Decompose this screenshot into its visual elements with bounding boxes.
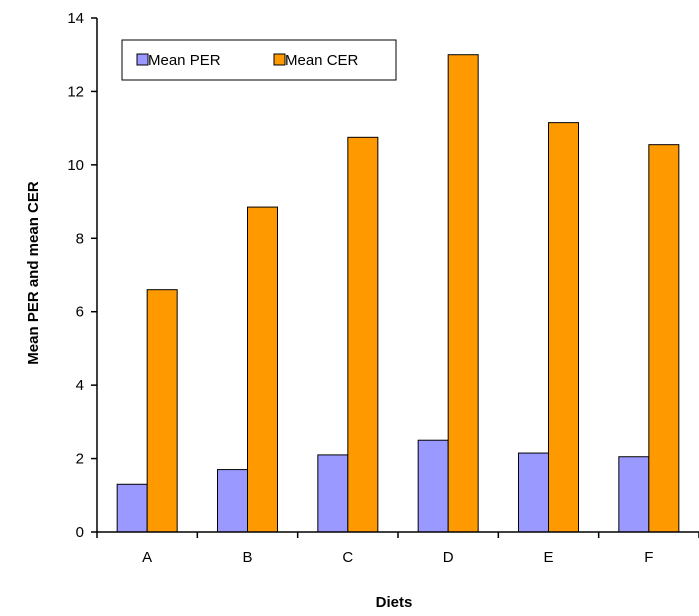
y-tick-label: 4 <box>76 377 84 394</box>
bar-mean-per-f <box>618 456 650 533</box>
y-axis: 0 2 4 6 8 10 12 14 <box>67 10 98 541</box>
bar-mean-per-b <box>217 469 248 533</box>
y-tick-label: 0 <box>76 524 84 541</box>
legend-swatch-mean-per <box>136 53 149 66</box>
x-tick-label: F <box>644 549 653 566</box>
bar-mean-per-c <box>317 454 349 533</box>
bar-mean-cer-d <box>447 54 479 533</box>
x-tick-label: C <box>342 549 353 566</box>
x-tick-label: E <box>543 549 553 566</box>
bar-mean-cer-a <box>146 289 178 533</box>
y-tick-label: 14 <box>67 10 84 27</box>
x-axis-title: Diets <box>376 594 413 611</box>
legend-label-mean-cer: Mean CER <box>285 52 359 69</box>
legend: Mean PER Mean CER <box>121 39 397 81</box>
legend-box <box>121 39 397 81</box>
x-tick-label: D <box>443 549 454 566</box>
legend-label-mean-per: Mean PER <box>148 52 221 69</box>
bar-mean-cer-e <box>548 122 579 533</box>
y-axis-title: Mean PER and mean CER <box>25 181 42 365</box>
y-tick-label: 2 <box>76 451 84 468</box>
bar-mean-cer-f <box>648 144 680 533</box>
y-tick-label: 8 <box>76 230 84 247</box>
x-tick-label: B <box>242 549 252 566</box>
legend-swatch-mean-cer <box>273 53 286 66</box>
bar-mean-cer-c <box>347 136 379 533</box>
y-tick-label: 6 <box>76 304 84 321</box>
bar-mean-per-a <box>116 483 148 533</box>
y-tick-label: 10 <box>67 157 84 174</box>
bar-mean-per-e <box>518 452 549 533</box>
bar-mean-cer-b <box>247 206 278 533</box>
bar-mean-per-d <box>417 439 449 533</box>
x-axis: A B C D E F <box>96 531 699 566</box>
x-tick-label: A <box>142 549 152 566</box>
bars <box>116 54 680 533</box>
y-tick-label: 12 <box>67 83 84 100</box>
